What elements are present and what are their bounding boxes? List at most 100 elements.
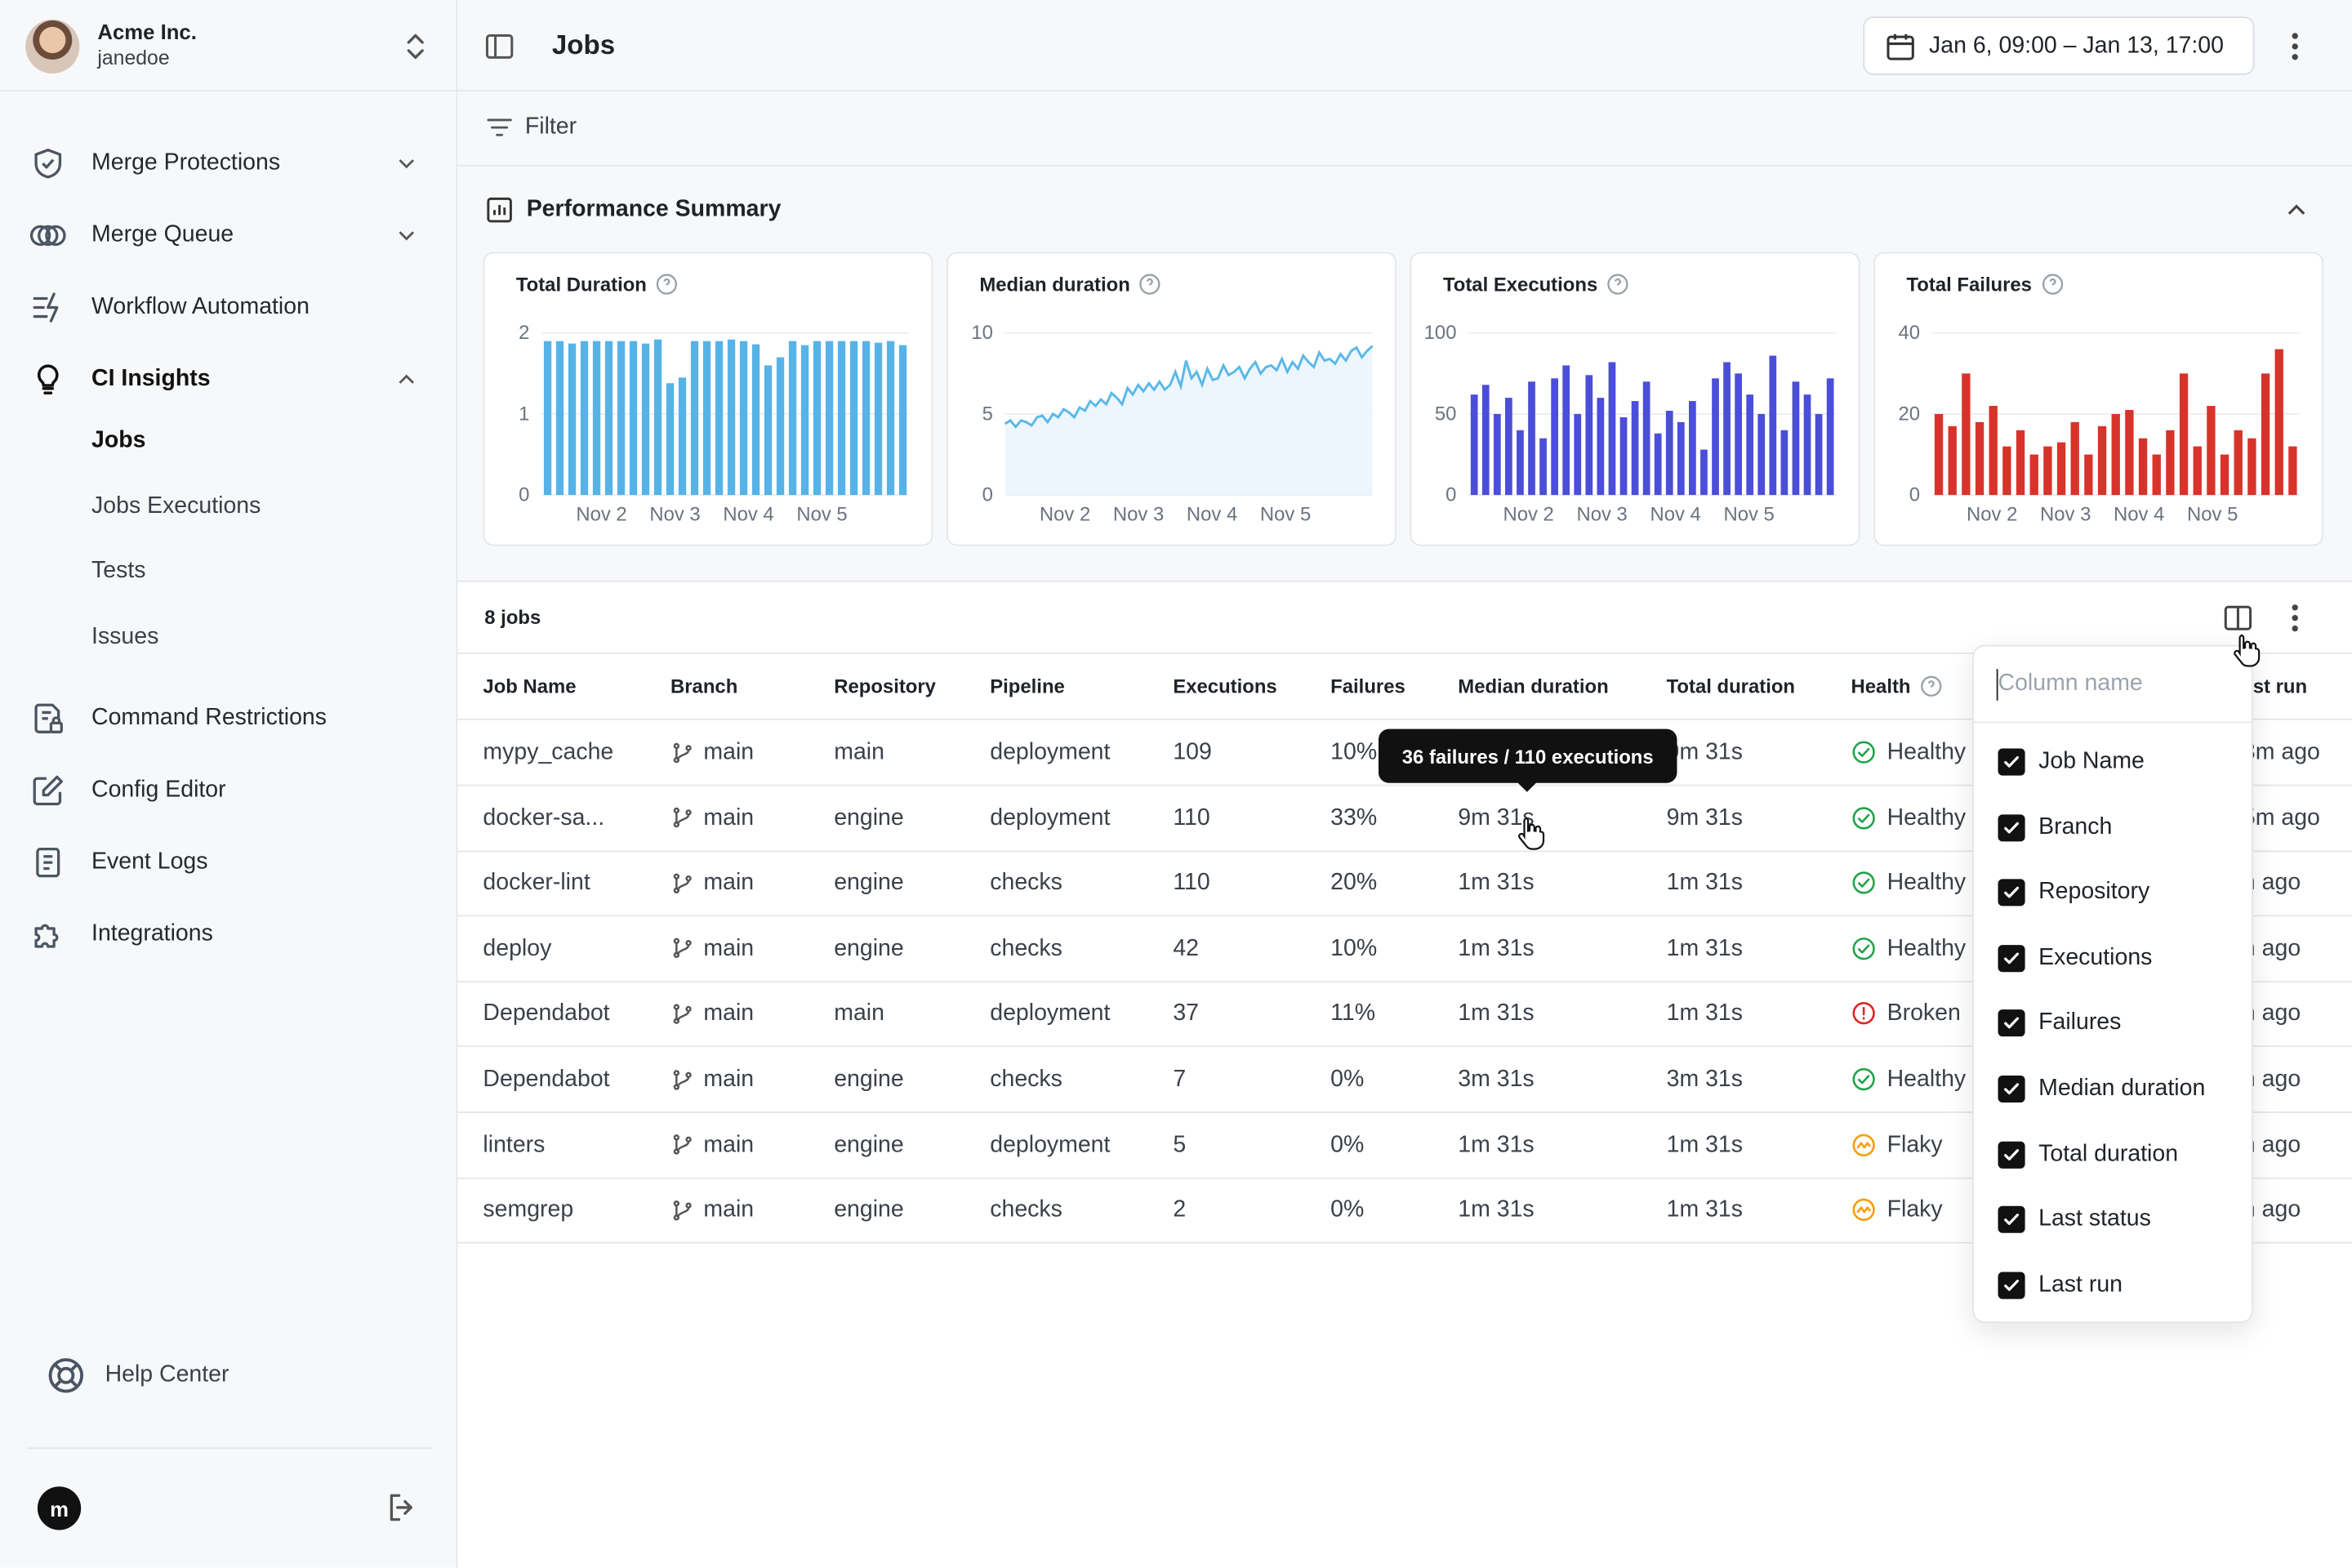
column-header[interactable]: Branch	[670, 675, 738, 698]
chevron-up-icon[interactable]	[393, 366, 420, 393]
failures-cell[interactable]: 10%	[1330, 916, 1377, 981]
table-row[interactable]: docker-sa... main engine deployment 110 33% 9m…	[457, 786, 2352, 852]
column-header[interactable]: Median duration	[1458, 675, 1609, 698]
date-range-picker[interactable]: Jan 6, 09:00 – Jan 13, 17:00	[1863, 16, 2255, 75]
checkbox-checked-icon[interactable]	[1998, 1009, 2025, 1037]
column-header[interactable]: st run	[2252, 675, 2308, 698]
sidebar-item-issues[interactable]: Issues	[91, 624, 159, 650]
chart-title-label: Total Failures	[1906, 273, 2032, 296]
column-option[interactable]: Job Name	[1998, 748, 2145, 776]
job-name-link[interactable]: Dependabot	[483, 982, 609, 1046]
cell-text: Broken	[1886, 1000, 1961, 1027]
failures-cell[interactable]: 0%	[1330, 1047, 1364, 1111]
failures-cell[interactable]: 10%	[1330, 720, 1377, 785]
checkbox-checked-icon[interactable]	[1998, 1141, 2025, 1169]
sidebar-toggle-icon[interactable]	[483, 30, 515, 63]
column-header[interactable]: Total duration	[1666, 675, 1796, 698]
filter-button[interactable]: Filter	[484, 113, 577, 143]
column-header[interactable]: Executions	[1173, 675, 1277, 698]
column-header[interactable]: Repository	[834, 675, 936, 698]
failures-cell[interactable]: 11%	[1330, 982, 1375, 1046]
column-option[interactable]: Executions	[1998, 944, 2152, 972]
checkbox-checked-icon[interactable]	[1998, 944, 2025, 972]
cell-text: engine	[834, 935, 904, 961]
checkbox-checked-icon[interactable]	[1998, 1075, 2025, 1103]
bar	[1712, 378, 1719, 496]
chevron-up-down-icon[interactable]	[399, 30, 432, 63]
sidebar-item-jobs-executions[interactable]: Jobs Executions	[91, 493, 261, 519]
checkbox-checked-icon[interactable]	[1998, 879, 2025, 906]
sidebar-item-jobs[interactable]: Jobs	[91, 427, 146, 453]
table-row[interactable]: linters main engine deployment 5 0% 1m 31s 1m 3…	[457, 1112, 2352, 1178]
columns-icon[interactable]	[2221, 602, 2254, 635]
job-name-link[interactable]: deploy	[483, 916, 551, 981]
org-switcher[interactable]: Acme Inc. janedoe	[0, 0, 458, 92]
help-circle-icon[interactable]	[1139, 273, 1162, 296]
column-option[interactable]: Branch	[1998, 813, 2112, 841]
x-tick-label: Nov 3	[649, 503, 700, 525]
job-name-link[interactable]: docker-lint	[483, 851, 590, 915]
column-search-input[interactable]: Column name	[1974, 647, 2252, 724]
sidebar-item-tests[interactable]: Tests	[91, 558, 146, 584]
column-option[interactable]: Median duration	[1998, 1075, 2205, 1103]
nav-merge-queue[interactable]: Merge Queue	[27, 213, 234, 258]
cell-text: 42	[1173, 935, 1200, 961]
chevron-up-icon[interactable]	[2282, 195, 2312, 225]
health-status: Flaky	[1851, 1112, 1943, 1177]
column-header[interactable]: Pipeline	[990, 675, 1065, 698]
help-circle-icon[interactable]	[1606, 273, 1629, 296]
table-row[interactable]: mypy_cache main main deployment 109 10% 9m 31s…	[457, 720, 2352, 786]
job-name-link[interactable]: semgrep	[483, 1178, 573, 1242]
job-name-link[interactable]: docker-sa...	[483, 786, 604, 850]
help-circle-icon[interactable]	[1920, 675, 1943, 698]
nav-merge-protections[interactable]: Merge Protections	[27, 141, 280, 186]
checkbox-checked-icon[interactable]	[1998, 748, 2025, 776]
checkbox-checked-icon[interactable]	[1998, 813, 2025, 841]
job-name-link[interactable]: Dependabot	[483, 1047, 609, 1111]
nav-workflow-automation[interactable]: Workflow Automation	[27, 285, 310, 330]
column-option[interactable]: Last run	[1998, 1272, 2123, 1299]
table-row[interactable]: deploy main engine checks 42 10% 1m 31s 1m 31s H…	[457, 916, 2352, 982]
more-vertical-icon[interactable]	[2280, 600, 2310, 636]
chevron-down-icon[interactable]	[393, 150, 420, 177]
bar	[886, 341, 895, 496]
column-header[interactable]: Health	[1851, 675, 1943, 698]
table-row[interactable]: Dependabot main engine checks 7 0% 3m 31s 3m 31…	[457, 1047, 2352, 1113]
median-duration-cell: 1m 31s	[1458, 1112, 1534, 1177]
lightbulb-icon	[27, 359, 69, 400]
checkbox-checked-icon[interactable]	[1998, 1272, 2025, 1299]
help-circle-icon[interactable]	[656, 273, 679, 296]
cell-text: 10%	[1330, 739, 1378, 765]
mergify-logo: m	[37, 1486, 82, 1530]
bar	[1493, 413, 1501, 496]
column-option[interactable]: Failures	[1998, 1009, 2121, 1037]
table-row[interactable]: semgrep main engine checks 2 0% 1m 31s 1m 31s Fl…	[457, 1178, 2352, 1244]
nav-config-editor[interactable]: Config Editor	[27, 768, 226, 813]
failures-cell[interactable]: 0%	[1330, 1112, 1364, 1177]
column-option[interactable]: Total duration	[1998, 1141, 2178, 1169]
failures-cell[interactable]: 33%	[1330, 786, 1377, 850]
bar	[2274, 349, 2283, 496]
failures-cell[interactable]: 20%	[1330, 851, 1377, 915]
nav-command-restrictions[interactable]: Command Restrictions	[27, 696, 327, 741]
chart-total-failures: 40 20 0 Nov 2 Nov 3 Nov 4 Nov 5	[1898, 322, 2300, 525]
more-vertical-icon[interactable]	[2280, 29, 2310, 65]
nav-ci-insights[interactable]: CI Insights	[27, 357, 211, 402]
column-header[interactable]: Failures	[1330, 675, 1405, 698]
job-name-link[interactable]: mypy_cache	[483, 720, 613, 785]
chevron-down-icon[interactable]	[393, 222, 420, 249]
nav-event-logs[interactable]: Event Logs	[27, 840, 208, 885]
bar	[813, 341, 822, 496]
column-option[interactable]: Repository	[1998, 879, 2149, 906]
bar	[751, 344, 760, 496]
column-header[interactable]: Job Name	[483, 675, 577, 698]
edit-icon	[27, 769, 69, 811]
checkbox-checked-icon[interactable]	[1998, 1206, 2025, 1234]
help-center-link[interactable]: Help Center	[45, 1355, 229, 1396]
help-circle-icon[interactable]	[2041, 273, 2064, 296]
job-name-link[interactable]: linters	[483, 1112, 545, 1177]
nav-integrations[interactable]: Integrations	[27, 912, 213, 957]
logout-icon[interactable]	[384, 1490, 420, 1526]
failures-cell[interactable]: 0%	[1330, 1178, 1364, 1242]
column-option[interactable]: Last status	[1998, 1206, 2151, 1234]
